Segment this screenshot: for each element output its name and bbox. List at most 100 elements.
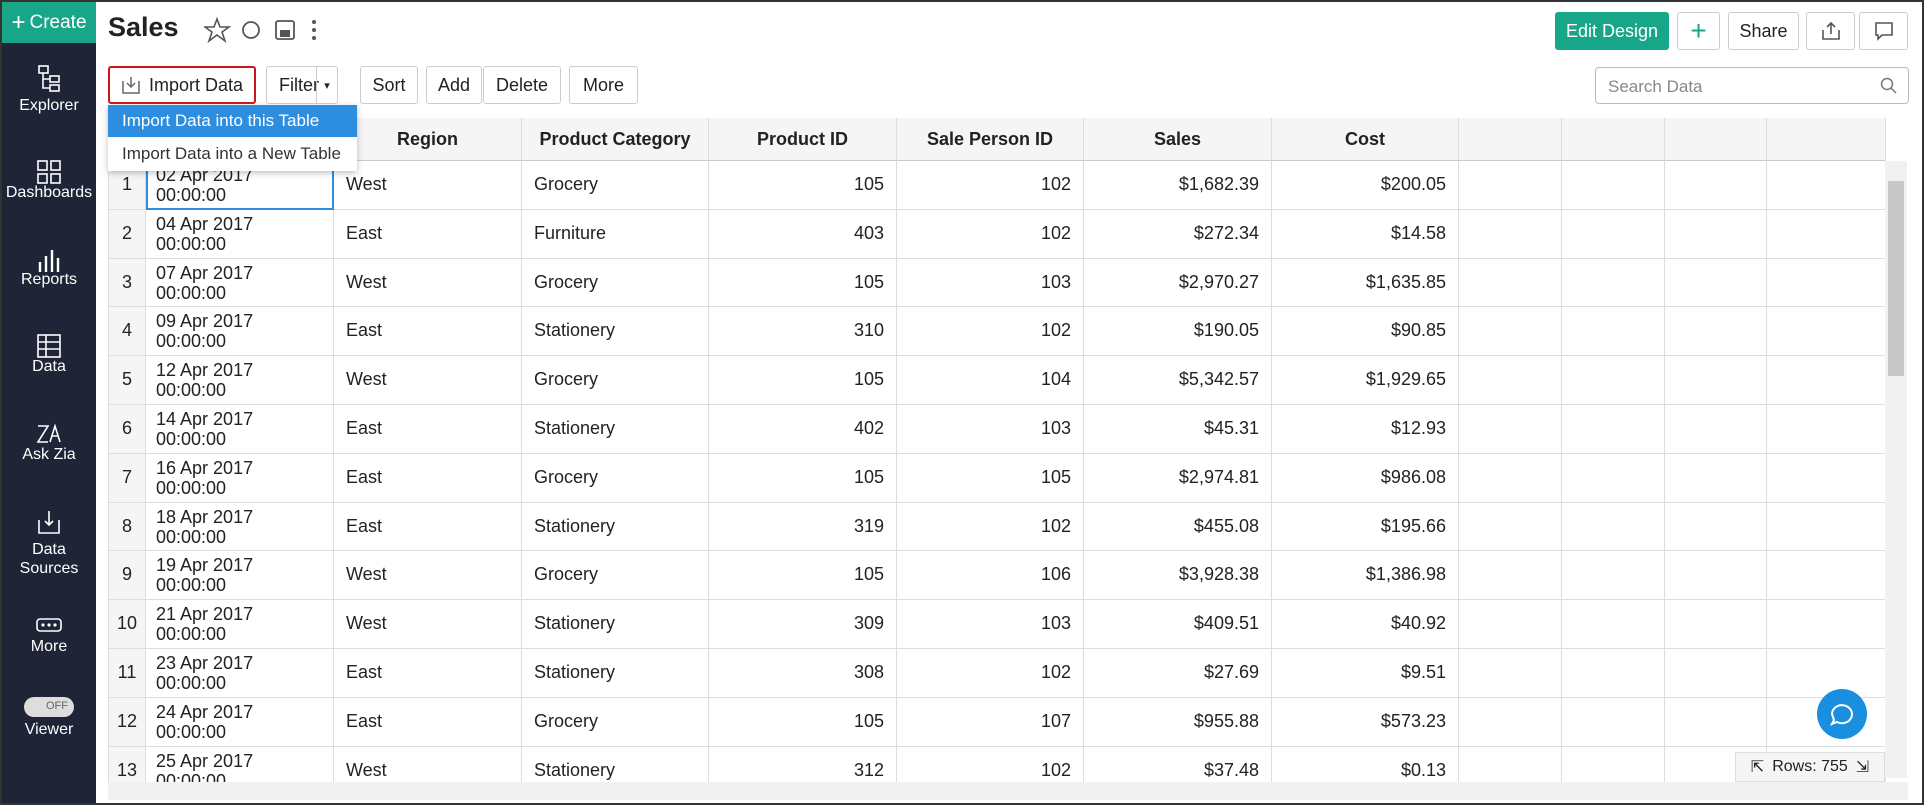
cell: Stationery: [522, 649, 709, 698]
toolbar-button[interactable]: Delete: [483, 66, 561, 104]
menu-item[interactable]: Import Data into a New Table: [122, 144, 341, 163]
cell: Furniture: [522, 209, 709, 259]
date-text: 07 Apr 2017: [156, 262, 254, 283]
row-number: 11: [109, 649, 146, 698]
column-header[interactable]: Sales: [1084, 118, 1272, 161]
toolbar-button[interactable]: Import Data: [108, 66, 256, 104]
column-header[interactable]: Product ID: [709, 118, 897, 161]
empty-cell: [1665, 551, 1767, 601]
cell: 107: [897, 697, 1084, 747]
page-title: Sales: [108, 12, 179, 42]
row-number: 4: [109, 307, 146, 357]
nav-icon: [36, 618, 62, 632]
row-number: 13: [109, 746, 146, 783]
edit-design-button[interactable]: Edit Design: [1555, 12, 1669, 50]
cell: 102: [897, 307, 1084, 357]
cell: Stationery: [522, 307, 709, 357]
nav-item[interactable]: Viewer: [24, 721, 74, 738]
nav-icon: [37, 160, 61, 184]
column-header[interactable]: Product Category: [522, 118, 709, 161]
share-button[interactable]: Share: [1728, 12, 1799, 50]
cell: $27.69: [1084, 649, 1272, 698]
date-text: 21 Apr 2017: [156, 604, 254, 625]
cell: 102: [897, 649, 1084, 698]
cell: Grocery: [522, 161, 709, 210]
empty-cell: [1459, 209, 1562, 259]
nav-item[interactable]: Dashboards: [5, 184, 93, 201]
cell: $986.08: [1272, 453, 1459, 503]
time-text: 00:00:00: [156, 380, 227, 401]
column-header[interactable]: Region: [334, 118, 522, 161]
vertical-scrollbar[interactable]: [1885, 161, 1907, 778]
column-header[interactable]: Cost: [1272, 118, 1459, 161]
column-header: [1459, 118, 1562, 161]
nav-item[interactable]: More: [30, 638, 68, 655]
empty-cell: [1562, 551, 1665, 601]
date-text: 23 Apr 2017: [156, 653, 254, 673]
date-text: 25 Apr 2017: [156, 750, 254, 771]
menu-item[interactable]: Import Data into this Table: [108, 105, 357, 137]
empty-cell: [1665, 161, 1767, 210]
cell: $455.08: [1084, 502, 1272, 552]
date-text: 24 Apr 2017: [156, 701, 254, 722]
cell: $2,974.81: [1084, 453, 1272, 503]
sidebar: [2, 2, 96, 803]
toolbar-button[interactable]: Add: [426, 66, 482, 104]
create-button[interactable]: + Create: [2, 2, 96, 43]
nav-icon: [38, 250, 60, 272]
import-menu: Import Data into this Table Import Data i…: [108, 105, 357, 171]
cell: Grocery: [522, 697, 709, 747]
row-number: 10: [109, 600, 146, 649]
time-text: 00:00:00: [156, 185, 227, 205]
cell: 104: [897, 356, 1084, 405]
date-cell: 23 Apr 2017 00:00:00: [146, 649, 334, 698]
cell: $200.05: [1272, 161, 1459, 210]
empty-cell: [1665, 697, 1767, 747]
empty-cell: [1562, 600, 1665, 649]
cell: $190.05: [1084, 307, 1272, 357]
time-text: 00:00:00: [156, 331, 227, 352]
row-number: 5: [109, 356, 146, 405]
search-placeholder: Search Data: [1608, 77, 1703, 96]
cell: $272.34: [1084, 209, 1272, 259]
empty-cell: [1665, 356, 1767, 405]
nav-item[interactable]: Data Sources: [19, 541, 79, 577]
nav-item[interactable]: Explorer: [19, 97, 79, 114]
cell: 105: [709, 258, 897, 308]
empty-cell: [1459, 258, 1562, 308]
horizontal-scrollbar[interactable]: [108, 782, 1908, 800]
empty-cell: [1665, 209, 1767, 259]
time-text: 00:00:00: [156, 770, 227, 783]
time-text: 00:00:00: [156, 624, 227, 645]
button-label: Import Data: [148, 74, 244, 95]
empty-cell: [1459, 649, 1562, 698]
toolbar-button[interactable]: Filter ▾: [266, 66, 338, 104]
empty-cell: [1665, 258, 1767, 308]
cell: $3,928.38: [1084, 551, 1272, 601]
nav-item[interactable]: Ask Zia: [22, 446, 76, 463]
column-header[interactable]: Sale Person ID: [897, 118, 1084, 161]
empty-cell: [1562, 697, 1665, 747]
cell: Grocery: [522, 356, 709, 405]
toolbar-button[interactable]: Sort: [360, 66, 418, 104]
comment-button[interactable]: [1859, 12, 1908, 50]
empty-cell: [1562, 502, 1665, 552]
search-box[interactable]: Search Data: [1595, 67, 1909, 104]
cell: 103: [897, 258, 1084, 308]
toolbar-button[interactable]: More: [569, 66, 638, 104]
nav-icon: [36, 423, 61, 443]
filter-dropdown[interactable]: ▾: [316, 67, 337, 103]
chat-button[interactable]: [1817, 689, 1867, 739]
add-button[interactable]: +: [1677, 12, 1720, 50]
cell: Grocery: [522, 551, 709, 601]
nav-item[interactable]: Data: [32, 358, 66, 375]
nav-item[interactable]: Reports: [20, 271, 78, 288]
time-text: 00:00:00: [156, 233, 227, 254]
cell: $5,342.57: [1084, 356, 1272, 405]
viewer-toggle[interactable]: OFF: [24, 697, 74, 717]
empty-cell: [1665, 649, 1767, 698]
empty-cell: [1562, 258, 1665, 308]
title-icons[interactable]: [204, 16, 324, 46]
export-button[interactable]: [1806, 12, 1855, 50]
cell: West: [334, 746, 522, 783]
